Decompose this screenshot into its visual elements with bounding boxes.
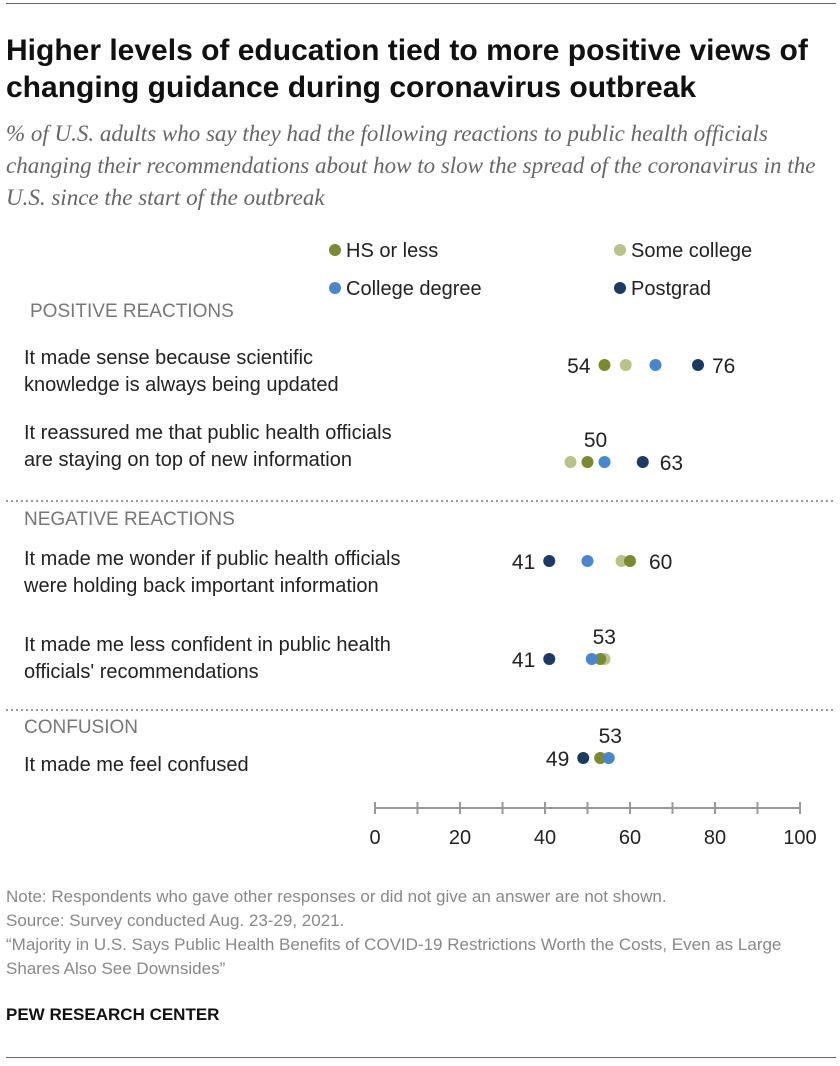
data-label-0-1-s3: 63 <box>660 452 683 475</box>
bottom-rule <box>6 1057 836 1058</box>
brand-logo-text: PEW RESEARCH CENTER <box>6 1005 220 1024</box>
dot-2-0-s3 <box>577 752 590 764</box>
chart-subtitle: % of U.S. adults who say they had the fo… <box>6 121 816 210</box>
chart-title: Higher levels of education tied to more … <box>6 34 808 104</box>
x-tick-label-0: 0 <box>369 827 380 849</box>
data-label-2-0-s0: 53 <box>599 725 622 748</box>
row-label-1-0-0: It made me wonder if public health offic… <box>24 548 401 570</box>
legend-label-3: Postgrad <box>631 278 711 300</box>
dot-0-0-s3 <box>692 359 704 371</box>
data-label-0-0-s0: 54 <box>567 355 591 378</box>
data-label-0-1-s0: 50 <box>584 429 607 452</box>
row-label-0-0-0: It made sense because scientific <box>24 347 313 369</box>
report-citation: “Majority in U.S. Says Public Health Ben… <box>6 935 782 978</box>
x-tick-label-40: 40 <box>534 827 556 849</box>
dot-0-1-s2 <box>598 456 611 468</box>
legend-marker-1 <box>614 244 626 256</box>
dot-2-0-s2 <box>602 752 615 764</box>
dot-1-0-s2 <box>581 555 594 567</box>
note-text: Note: Respondents who gave other respons… <box>6 887 667 906</box>
group-heading-1: NEGATIVE REACTIONS <box>24 509 235 530</box>
dot-1-0-s0 <box>624 555 636 567</box>
group-heading-2: CONFUSION <box>24 717 138 738</box>
dot-2-0-s0 <box>594 752 607 764</box>
row-label-0-1-0: It reassured me that public health offic… <box>24 422 392 444</box>
source-text: Source: Survey conducted Aug. 23-29, 202… <box>6 911 345 930</box>
legend-label-1: Some college <box>631 240 752 262</box>
dot-0-0-s1 <box>619 359 632 371</box>
dot-1-1-s0 <box>594 653 607 665</box>
data-label-1-1-s3: 41 <box>512 649 535 672</box>
x-tick-label-80: 80 <box>704 827 726 849</box>
row-label-1-0-1: were holding back important information <box>23 575 379 597</box>
dot-0-1-s1 <box>564 456 577 468</box>
top-rule <box>6 3 836 4</box>
row-label-1-1-0: It made me less confident in public heal… <box>24 634 391 656</box>
dot-0-1-s3 <box>636 456 649 468</box>
x-tick-label-100: 100 <box>783 827 816 849</box>
data-label-1-0-s3: 41 <box>512 551 535 574</box>
dot-0-0-s2 <box>649 359 662 371</box>
dot-1-1-s2 <box>585 653 598 665</box>
data-label-1-0-s0: 60 <box>649 551 672 574</box>
row-label-0-1-1: are staying on top of new information <box>24 449 352 471</box>
row-label-1-1-1: officials' recommendations <box>24 661 259 683</box>
dot-plot: HS or less Some college College degree Post… <box>6 240 836 849</box>
row-label-2-0-0: It made me feel confused <box>24 754 249 776</box>
data-label-1-1-s0: 53 <box>593 626 616 649</box>
data-label-2-0-s3: 49 <box>546 748 569 771</box>
group-heading-0: POSITIVE REACTIONS <box>30 301 234 322</box>
dot-1-0-s3 <box>543 555 556 567</box>
data-label-0-0-s3: 76 <box>712 355 735 378</box>
legend-label-0: HS or less <box>346 240 438 262</box>
x-tick-label-20: 20 <box>449 827 471 849</box>
dot-0-0-s0 <box>598 359 611 371</box>
legend-marker-3 <box>614 282 626 294</box>
row-label-0-0-1: knowledge is always being updated <box>24 374 339 396</box>
legend-marker-2 <box>329 282 341 294</box>
dot-0-1-s0 <box>581 456 594 468</box>
dot-1-1-s3 <box>543 653 556 665</box>
dot-1-0-s1 <box>615 555 628 567</box>
legend-label-2: College degree <box>346 278 482 300</box>
x-tick-label-60: 60 <box>619 827 641 849</box>
legend-marker-0 <box>329 244 341 256</box>
footer-notes: Note: Respondents who gave other respons… <box>6 885 836 981</box>
